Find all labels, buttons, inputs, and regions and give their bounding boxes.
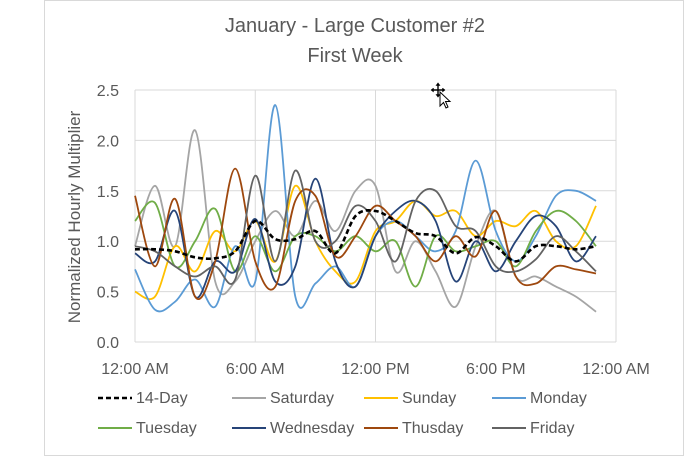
series-line-14-day <box>134 209 597 263</box>
chart-frame <box>44 0 684 456</box>
y-axis-label: Normalized Hourly Multiplier <box>65 110 84 323</box>
legend-label: Sunday <box>402 390 456 407</box>
y-tick-label: 1.5 <box>97 184 119 201</box>
series-line-wednesday <box>134 177 597 299</box>
series-layer <box>134 104 597 313</box>
y-tick-label: 2.5 <box>97 83 119 100</box>
tick-layer: 0.0 0.5 1.0 1.5 2.0 2.5 12:00 AM 6:00 AM 12:00 P… <box>97 83 650 378</box>
legend-label: 14-Day <box>136 390 188 407</box>
series-line-tuesday <box>134 200 597 288</box>
grid-layer <box>134 89 617 343</box>
x-tick-label: 12:00 PM <box>341 361 409 378</box>
y-tick-label: 1.0 <box>97 234 119 251</box>
x-tick-label: 12:00 AM <box>101 361 169 378</box>
y-tick-label: 0.0 <box>97 335 119 352</box>
chart-title-line-2: First Week <box>307 45 403 67</box>
series-line-thusday <box>134 167 597 300</box>
y-tick-label: 0.5 <box>97 285 119 302</box>
x-tick-label: 12:00 AM <box>582 361 650 378</box>
chart-title-line-1: January - Large Customer #2 <box>225 15 485 37</box>
move-cursor-icon <box>429 81 452 109</box>
x-tick-label: 6:00 PM <box>466 361 526 378</box>
series-line-friday <box>134 169 597 285</box>
legend-label: Thusday <box>402 420 463 437</box>
legend-label: Saturday <box>270 390 334 407</box>
series-line-monday <box>134 104 597 313</box>
x-tick-label: 6:00 AM <box>226 361 285 378</box>
y-tick-label: 2.0 <box>97 133 119 150</box>
legend-label: Friday <box>530 420 574 437</box>
legend-label: Tuesday <box>136 420 197 437</box>
legend-label: Monday <box>530 390 587 407</box>
legend-label: Wednesday <box>270 420 354 437</box>
legend: 14-Day Saturday Sunday Monday Tuesday Wednesd… <box>98 390 587 437</box>
series-line-sunday <box>134 184 597 301</box>
